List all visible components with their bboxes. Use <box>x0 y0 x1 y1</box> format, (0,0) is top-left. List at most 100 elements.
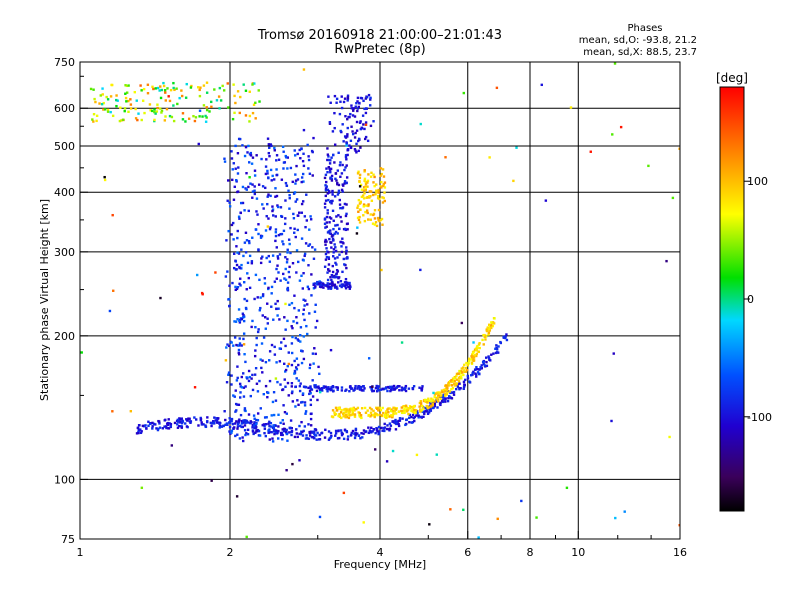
data-point <box>314 303 317 306</box>
data-point <box>373 217 377 220</box>
data-point <box>343 97 347 100</box>
data-point <box>376 216 380 220</box>
data-point <box>275 173 278 177</box>
data-point <box>238 418 241 421</box>
data-point <box>366 179 370 183</box>
data-point <box>224 359 228 362</box>
data-point <box>383 415 387 418</box>
data-point <box>323 217 327 220</box>
data-point <box>369 385 372 389</box>
data-point <box>320 387 324 390</box>
data-point <box>455 382 458 385</box>
data-point <box>359 201 362 204</box>
y-tick-label: 500 <box>54 140 75 153</box>
data-point <box>392 406 395 409</box>
data-point <box>346 117 349 121</box>
data-point <box>231 281 234 285</box>
data-point <box>358 413 361 417</box>
data-point <box>323 436 327 439</box>
data-point <box>369 96 372 100</box>
data-point <box>292 192 296 195</box>
data-point <box>306 332 309 336</box>
data-point <box>244 145 248 149</box>
data-point <box>218 421 221 424</box>
data-point <box>346 435 350 438</box>
data-point <box>198 94 202 98</box>
data-point <box>176 420 180 423</box>
data-point <box>198 109 202 112</box>
data-point <box>192 114 195 118</box>
data-point <box>317 386 321 390</box>
data-point <box>444 400 447 403</box>
data-point <box>431 401 435 405</box>
data-point <box>248 161 251 164</box>
data-point <box>225 346 228 349</box>
data-point <box>324 284 327 287</box>
data-point <box>167 427 171 430</box>
data-point <box>228 284 231 287</box>
data-point <box>358 102 361 105</box>
data-point <box>235 420 238 423</box>
data-point <box>321 282 325 286</box>
data-point <box>265 256 268 260</box>
data-point <box>295 432 298 435</box>
data-point <box>467 362 470 365</box>
data-point <box>278 347 281 350</box>
data-point <box>205 91 209 94</box>
data-point <box>452 390 456 394</box>
data-point <box>325 387 328 391</box>
data-point <box>115 98 118 102</box>
data-point <box>384 387 387 390</box>
data-point <box>263 427 267 430</box>
data-point <box>287 362 291 366</box>
data-point <box>237 351 240 355</box>
data-point <box>275 361 278 364</box>
data-point <box>439 401 442 405</box>
data-point <box>282 427 286 431</box>
data-point <box>272 318 275 321</box>
data-point <box>221 84 224 88</box>
data-point <box>338 198 341 202</box>
data-point <box>232 162 235 165</box>
data-point <box>367 218 370 221</box>
data-point <box>272 214 275 217</box>
data-point <box>286 248 289 251</box>
data-point <box>327 198 330 202</box>
data-point <box>391 420 394 423</box>
data-point <box>286 156 290 159</box>
data-point <box>144 424 147 427</box>
data-point <box>275 431 279 435</box>
data-point <box>153 118 156 122</box>
data-point <box>252 424 256 427</box>
data-point <box>233 94 236 98</box>
data-point <box>268 227 272 231</box>
data-point <box>328 191 331 194</box>
data-point <box>127 110 130 114</box>
data-point <box>479 366 482 369</box>
data-point <box>324 199 328 202</box>
data-point <box>357 218 361 222</box>
data-point <box>303 425 307 428</box>
data-point <box>242 314 245 317</box>
data-point <box>235 343 238 347</box>
data-point <box>382 175 386 178</box>
data-point <box>367 173 370 176</box>
data-point <box>359 127 363 131</box>
data-point <box>301 159 305 163</box>
data-point <box>359 386 362 390</box>
data-point <box>237 344 241 347</box>
data-point <box>329 348 333 352</box>
data-point <box>268 350 272 353</box>
data-point <box>343 227 347 231</box>
data-point <box>410 415 413 419</box>
data-point <box>488 156 491 159</box>
data-point <box>326 170 329 174</box>
data-point <box>334 230 338 234</box>
data-point <box>404 384 408 388</box>
data-point <box>266 302 269 305</box>
data-point <box>294 179 298 182</box>
data-point <box>400 411 404 415</box>
data-point <box>332 248 336 251</box>
data-point <box>224 423 227 427</box>
data-point <box>302 429 305 433</box>
